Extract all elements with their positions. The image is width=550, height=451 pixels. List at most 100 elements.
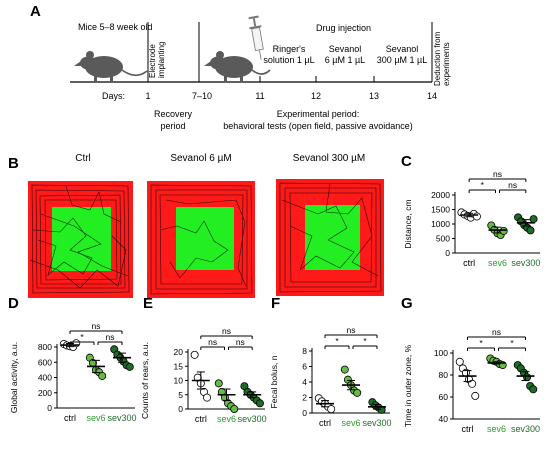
panel-d-letter: D	[8, 295, 19, 312]
significance-label: *	[363, 336, 367, 346]
y-tick-label: 600	[38, 357, 52, 367]
mouse-age-label: Mice 5–8 week old	[78, 22, 153, 32]
day-tick: 1	[145, 91, 150, 101]
significance-label: ns	[208, 337, 217, 347]
sev6-dose-line1: Sevanol	[329, 44, 362, 54]
y-tick-label: 20	[174, 347, 184, 357]
data-point	[190, 350, 199, 359]
data-point	[340, 365, 349, 374]
significance-label: ns	[508, 180, 517, 190]
open-field-arena-sev6	[147, 181, 255, 298]
data-point	[214, 379, 223, 388]
panel-b-letter: B	[8, 155, 19, 172]
panel-g: G 40 60 80 100 Time in outer zone, % ctrl sev6…	[401, 295, 540, 434]
x-category-label: ctrl	[463, 258, 475, 268]
significance-label: *	[510, 338, 514, 348]
y-tick-label: 80	[439, 370, 449, 380]
ringer-label-line2: solution 1 µL	[263, 55, 314, 65]
data-point	[472, 212, 481, 221]
y-tick-label: 0	[302, 408, 307, 418]
y-tick-label: 5	[178, 390, 183, 400]
x-category-label: sev300	[511, 424, 540, 434]
panel-c: C 0 500 1000 1500 2000 Distance, cm ctrl sev6 se…	[401, 153, 540, 268]
open-field-arena-sev300	[276, 179, 384, 296]
y-tick-label: 0	[47, 403, 52, 413]
y-tick-label: 200	[38, 388, 52, 398]
syringe-icon	[248, 15, 264, 60]
y-tick-label: 0	[178, 404, 183, 414]
x-category-label: sev6	[487, 424, 506, 434]
y-tick-label: 2	[302, 393, 307, 403]
x-category-label: sev300	[511, 258, 540, 268]
y-tick-label: 2000	[431, 190, 450, 200]
panel-d: D 0 200 400 600 800 Global activity, a.u. ctrl…	[8, 295, 137, 423]
data-point	[230, 404, 239, 413]
recovery-label-line1: Recovery	[154, 109, 193, 119]
data-point	[526, 226, 535, 235]
y-tick-label: 10	[174, 376, 184, 386]
data-point	[353, 388, 362, 397]
significance-label: *	[80, 332, 84, 342]
panel-f-letter: F	[271, 295, 280, 312]
drug-injection-label: Drug injection	[316, 23, 371, 33]
panel-b: B Ctrl Sevanol 6 µM Sevanol 300 µM	[8, 153, 384, 298]
movement-trace	[279, 182, 382, 293]
recovery-label-line2: period	[160, 121, 185, 131]
panel-a: A Mice 5–8 week old Drug injection	[30, 3, 451, 131]
significance-label: *	[479, 338, 483, 348]
movement-trace	[150, 184, 253, 295]
day-tick: 13	[369, 91, 379, 101]
data-point	[529, 385, 538, 394]
y-axis-label: Counts of rears, a.u.	[140, 342, 150, 419]
distance-chart: 0 500 1000 1500 2000 Distance, cm ctrl sev6 sev3…	[403, 169, 540, 268]
data-point	[455, 357, 464, 366]
data-point	[255, 399, 264, 408]
electrode-label-line2: implanting	[157, 42, 166, 78]
movement-trace	[29, 184, 130, 294]
x-category-label: sev300	[107, 413, 136, 423]
experimental-label-line2: behavioral tests (open field, passive av…	[223, 121, 413, 131]
x-category-label: ctrl	[319, 418, 331, 428]
deduction-label-line2: experiments	[442, 42, 451, 86]
y-axis-label: Global activity, a.u.	[9, 342, 19, 413]
panel-e: E 0 5 10 15 20 Counts of rears, a.u. ctrl sev6 s…	[140, 295, 267, 424]
maze-title-ctrl: Ctrl	[75, 153, 91, 164]
data-point	[471, 391, 480, 400]
data-point	[203, 393, 212, 402]
deduction-label-line1: Deduction from	[433, 31, 442, 86]
electrode-label-line1: Electrode	[148, 44, 157, 78]
data-point	[523, 373, 532, 382]
significance-label: ns	[347, 325, 356, 335]
outer-zone-chart: 40 60 80 100 Time in outer zone, % ctrl sev6 se…	[403, 327, 540, 434]
day-tick: 14	[427, 91, 437, 101]
x-category-label: ctrl	[462, 424, 474, 434]
x-category-label: sev6	[217, 414, 236, 424]
y-tick-label: 0	[445, 248, 450, 258]
significance-label: ns	[493, 169, 502, 179]
y-tick-label: 6	[302, 362, 307, 372]
x-category-label: sev6	[488, 258, 507, 268]
open-field-arena-ctrl	[28, 181, 133, 298]
y-axis-label: Distance, cm	[403, 199, 413, 248]
y-axis-label: Fecal bolus, n	[269, 355, 279, 408]
y-tick-label: 800	[38, 342, 52, 352]
data-point	[327, 405, 336, 414]
data-point	[529, 215, 538, 224]
x-category-label: sev6	[86, 413, 105, 423]
significance-label: ns	[106, 332, 115, 342]
sev300-dose-line1: Sevanol	[386, 44, 419, 54]
x-category-label: ctrl	[64, 413, 76, 423]
data-point	[125, 362, 134, 371]
y-tick-label: 1000	[431, 219, 450, 229]
y-tick-label: 100	[434, 348, 448, 358]
significance-label: *	[335, 336, 339, 346]
experimental-label-line1: Experimental period:	[277, 109, 360, 119]
x-category-label: sev300	[362, 418, 391, 428]
day-tick: 7–10	[192, 91, 212, 101]
x-category-label: sev300	[238, 414, 267, 424]
panel-a-letter: A	[30, 3, 41, 20]
panel-e-letter: E	[143, 295, 153, 312]
day-tick: 12	[311, 91, 321, 101]
